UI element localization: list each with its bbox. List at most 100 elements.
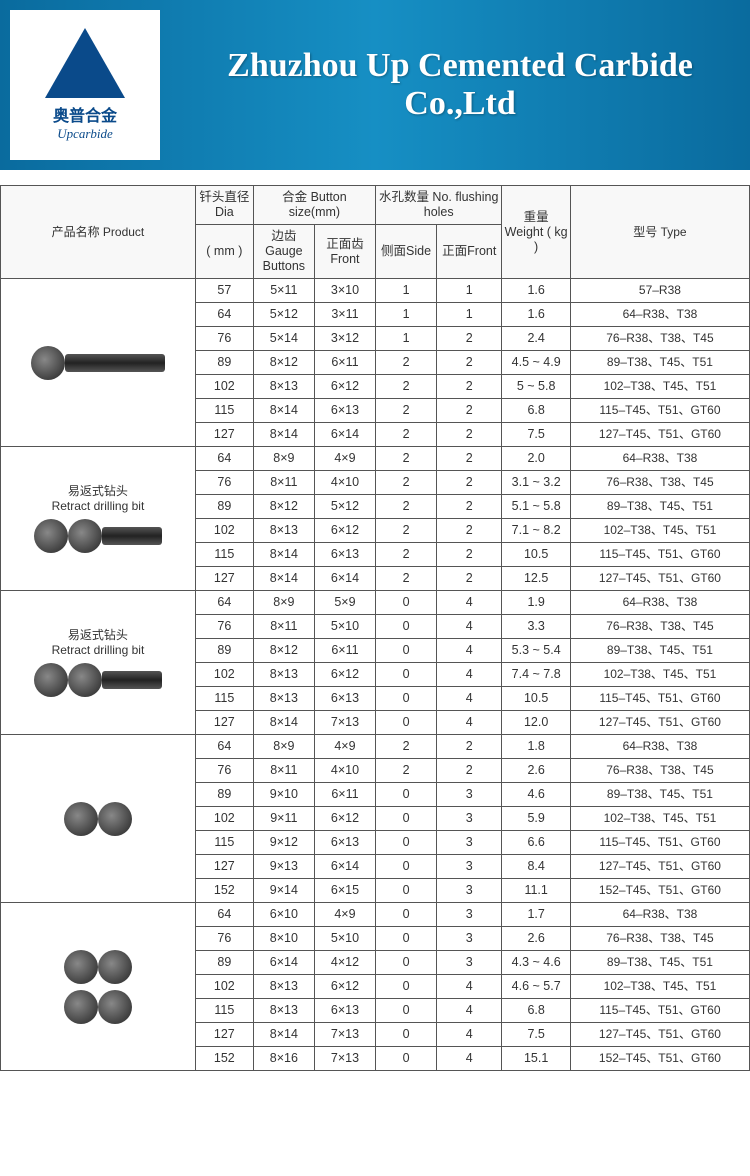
cell-type: 152–T45、T51、GT60: [570, 1047, 749, 1071]
product-cell: [1, 903, 196, 1071]
cell-gauge: 8×14: [253, 567, 314, 591]
cell-weight: 6.8: [502, 999, 570, 1023]
cell-front2: 3: [437, 831, 502, 855]
cell-front: 4×9: [314, 447, 375, 471]
cell-type: 127–T45、T51、GT60: [570, 855, 749, 879]
drill-bit-icon: [68, 519, 102, 553]
cell-side: 0: [376, 1047, 437, 1071]
cell-front2: 3: [437, 951, 502, 975]
cell-weight: 7.1 ~ 8.2: [502, 519, 570, 543]
cell-weight: 10.5: [502, 543, 570, 567]
drill-shaft-icon: [102, 527, 162, 545]
cell-side: 0: [376, 807, 437, 831]
cell-front2: 3: [437, 855, 502, 879]
logo-text-en: Upcarbide: [57, 126, 113, 142]
th-gauge: 边齿 Gauge Buttons: [253, 225, 314, 279]
cell-type: 76–R38、T38、T45: [570, 327, 749, 351]
cell-front2: 3: [437, 927, 502, 951]
cell-front2: 2: [437, 399, 502, 423]
cell-front2: 2: [437, 759, 502, 783]
cell-front2: 4: [437, 1023, 502, 1047]
cell-weight: 12.5: [502, 567, 570, 591]
cell-side: 2: [376, 567, 437, 591]
cell-front: 4×9: [314, 735, 375, 759]
cell-front: 6×13: [314, 831, 375, 855]
cell-dia: 89: [195, 495, 253, 519]
drill-bit-icon: [34, 519, 68, 553]
cell-gauge: 6×10: [253, 903, 314, 927]
cell-type: 89–T38、T45、T51: [570, 783, 749, 807]
cell-dia: 127: [195, 855, 253, 879]
cell-dia: 115: [195, 999, 253, 1023]
cell-front: 6×12: [314, 975, 375, 999]
company-logo: 奥普合金 Upcarbide: [10, 10, 160, 160]
cell-dia: 127: [195, 711, 253, 735]
cell-gauge: 8×14: [253, 543, 314, 567]
cell-side: 0: [376, 951, 437, 975]
cell-dia: 102: [195, 975, 253, 999]
cell-weight: 10.5: [502, 687, 570, 711]
cell-side: 1: [376, 327, 437, 351]
cell-side: 2: [376, 447, 437, 471]
cell-weight: 8.4: [502, 855, 570, 879]
cell-weight: 1.7: [502, 903, 570, 927]
cell-type: 127–T45、T51、GT60: [570, 711, 749, 735]
table-row: 575×113×10111.657–R38: [1, 279, 750, 303]
table-row: 易返式钻头 Retract drilling bit648×94×9222.06…: [1, 447, 750, 471]
cell-front: 4×10: [314, 759, 375, 783]
product-label: 易返式钻头 Retract drilling bit: [5, 628, 191, 657]
cell-gauge: 8×14: [253, 711, 314, 735]
cell-front: 6×13: [314, 687, 375, 711]
spec-table: 产品名称 Product 钎头直径 Dia 合金 Button size(mm)…: [0, 185, 750, 1071]
cell-front: 6×14: [314, 567, 375, 591]
cell-front2: 3: [437, 807, 502, 831]
drill-bit-icon: [31, 346, 65, 380]
cell-front2: 4: [437, 711, 502, 735]
cell-gauge: 8×13: [253, 663, 314, 687]
cell-weight: 7.5: [502, 423, 570, 447]
cell-type: 57–R38: [570, 279, 749, 303]
cell-type: 102–T38、T45、T51: [570, 519, 749, 543]
cell-dia: 64: [195, 591, 253, 615]
cell-side: 1: [376, 303, 437, 327]
cell-front: 7×13: [314, 1047, 375, 1071]
cell-type: 102–T38、T45、T51: [570, 375, 749, 399]
cell-gauge: 8×12: [253, 495, 314, 519]
cell-type: 102–T38、T45、T51: [570, 807, 749, 831]
cell-weight: 2.6: [502, 927, 570, 951]
cell-gauge: 8×13: [253, 999, 314, 1023]
cell-dia: 115: [195, 831, 253, 855]
cell-gauge: 8×14: [253, 423, 314, 447]
th-holes-group: 水孔数量 No. flushing holes: [376, 186, 502, 225]
cell-side: 0: [376, 927, 437, 951]
cell-weight: 4.6: [502, 783, 570, 807]
cell-front: 3×12: [314, 327, 375, 351]
cell-dia: 64: [195, 903, 253, 927]
table-row: 易返式钻头 Retract drilling bit648×95×9041.96…: [1, 591, 750, 615]
cell-front: 6×14: [314, 423, 375, 447]
cell-front2: 4: [437, 687, 502, 711]
cell-front2: 3: [437, 903, 502, 927]
cell-dia: 152: [195, 1047, 253, 1071]
drill-bit-icon: [98, 990, 132, 1024]
drill-bit-icon: [98, 802, 132, 836]
cell-side: 0: [376, 711, 437, 735]
cell-weight: 2.4: [502, 327, 570, 351]
cell-front: 4×12: [314, 951, 375, 975]
cell-dia: 102: [195, 375, 253, 399]
cell-front: 4×9: [314, 903, 375, 927]
cell-side: 1: [376, 279, 437, 303]
cell-front2: 4: [437, 975, 502, 999]
cell-type: 64–R38、T38: [570, 447, 749, 471]
cell-front2: 4: [437, 663, 502, 687]
cell-weight: 15.1: [502, 1047, 570, 1071]
cell-front2: 2: [437, 543, 502, 567]
cell-type: 89–T38、T45、T51: [570, 951, 749, 975]
cell-front2: 4: [437, 615, 502, 639]
cell-gauge: 8×11: [253, 759, 314, 783]
cell-dia: 76: [195, 615, 253, 639]
cell-front: 4×10: [314, 471, 375, 495]
cell-type: 115–T45、T51、GT60: [570, 687, 749, 711]
cell-front: 7×13: [314, 1023, 375, 1047]
cell-gauge: 8×9: [253, 447, 314, 471]
